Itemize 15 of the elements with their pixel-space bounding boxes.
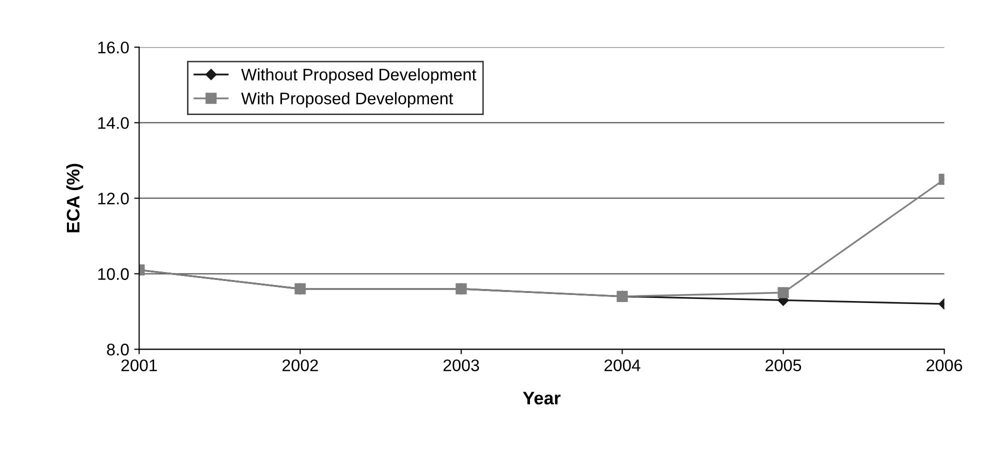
y-tick-label: 14.0: [98, 117, 129, 129]
x-axis-title: Year: [522, 392, 561, 404]
x-tick-label: 2005: [766, 359, 802, 372]
y-tick-label: 8.0: [106, 344, 129, 356]
legend-label: With Proposed Development: [241, 92, 454, 108]
y-tick-label: 10.0: [98, 268, 129, 280]
y-tick-label: 12.0: [98, 192, 129, 204]
x-tick-label: 2004: [604, 359, 640, 372]
y-axis-title: ECA (%): [66, 164, 84, 232]
legend-label: Without Proposed Development: [241, 68, 476, 84]
x-tick-label: 2003: [444, 359, 480, 372]
x-tick-label: 2006: [926, 359, 962, 372]
y-tick-label: 16.0: [98, 42, 129, 54]
x-tick-label: 2001: [121, 359, 157, 372]
x-tick-label: 2002: [282, 359, 318, 372]
